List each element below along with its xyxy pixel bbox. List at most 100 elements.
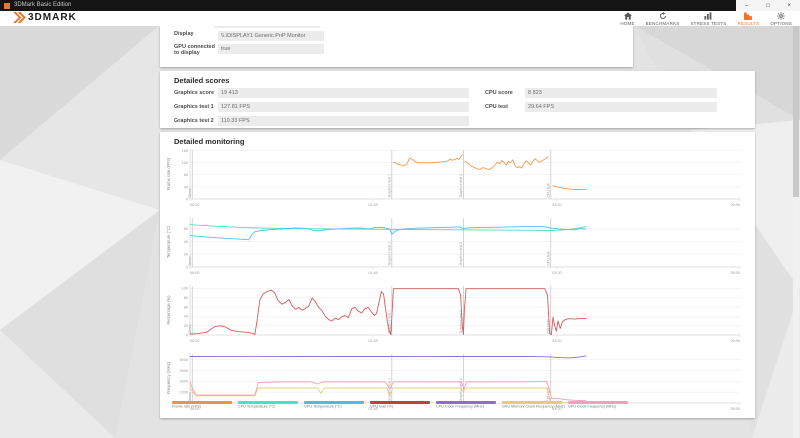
series-frame-rate <box>552 185 587 191</box>
y-axis-label: Frequency (MHz) <box>166 361 171 394</box>
monitor-chart-temperature: Temperature (°C) 60 40 20 0 Demo Graphics test… <box>166 217 744 284</box>
x-tick-label: 00:00 <box>190 339 200 343</box>
refresh-icon <box>659 12 667 20</box>
graphics-test1-field: 127.81 FPS <box>218 102 469 112</box>
nav-label: RESULTS <box>737 21 760 26</box>
y-tick-label: 100 <box>182 287 188 291</box>
app-icon <box>4 2 10 9</box>
legend-item-gpu-memory-clock: GPU Memory Clock Frequency (MHz) <box>502 401 565 411</box>
3dmark-logo: 3DMARK <box>13 12 77 23</box>
nav-item-benchmarks[interactable]: BENCHMARKS <box>646 12 680 26</box>
event-marker-label: Graphics test 1 <box>388 174 392 198</box>
legend-color-bar <box>502 401 562 404</box>
graphics-score-field: 19 413 <box>218 88 469 98</box>
legend-label: GPU Clock Frequency (MHz) <box>568 405 617 409</box>
event-marker-label: CPU test <box>547 183 551 197</box>
x-tick-label: 05:00 <box>730 271 740 275</box>
event-marker-label: Demo <box>188 324 192 333</box>
legend-item-gpu-temperature: GPU Temperature (°C) <box>304 401 366 411</box>
legend-label: Frame rate (FPS) <box>172 405 201 409</box>
maximize-button[interactable]: □ <box>766 2 770 9</box>
nav-item-home[interactable]: HOME <box>620 12 634 26</box>
series-frame-rate <box>393 154 463 166</box>
y-axis-label: Frame rate (FPS) <box>166 157 171 190</box>
clipped-field <box>215 25 320 28</box>
legend-color-bar <box>304 401 364 404</box>
nav-label: HOME <box>620 21 635 26</box>
home-icon <box>623 12 632 20</box>
legend-color-bar <box>172 401 232 404</box>
nav-item-stress-tests[interactable]: STRESS TESTS <box>690 12 726 26</box>
logo-chevron-icon <box>13 12 26 23</box>
y-tick-label: 2000 <box>180 380 188 384</box>
y-tick-label: 160 <box>182 149 188 153</box>
legend-label: GPU Temperature (°C) <box>304 405 342 409</box>
legend-label: GPU Memory Clock Frequency (MHz) <box>502 405 565 409</box>
logo-text: 3DMARK <box>28 12 77 23</box>
score-label: Graphics test 1 <box>174 104 214 110</box>
monitoring-charts: Frame rate (FPS) 160 120 80 40 0 Demo Graphics … <box>166 149 744 421</box>
chart-legend: Frame rate (FPS) CPU Temperature (°C) GP… <box>172 401 630 411</box>
series-gpu-load <box>189 288 587 335</box>
y-tick-label: 1000 <box>180 391 188 395</box>
close-button[interactable]: × <box>787 2 792 9</box>
y-tick-label: 80 <box>184 296 188 300</box>
info-label: GPU connected to display <box>174 44 215 56</box>
score-label: CPU score <box>485 90 513 96</box>
y-tick-label: 20 <box>184 324 188 328</box>
display-value-field: \\.\DISPLAY1 Generic PnP Monitor <box>218 31 324 41</box>
y-axis-label: Temperature (°C) <box>166 225 171 258</box>
cpu-score-field: 8 823 <box>525 88 717 98</box>
minimize-button[interactable]: – <box>744 2 749 9</box>
x-tick-label: 03:20 <box>552 271 562 275</box>
y-tick-label: 0 <box>186 265 188 269</box>
window-title: 3DMark Basic Edition <box>14 2 72 8</box>
event-marker-label: Graphics test 1 <box>388 242 392 266</box>
y-tick-label: 20 <box>184 253 188 257</box>
legend-label: CPU Temperature (°C) <box>238 405 276 409</box>
nav-item-results[interactable]: RESULTS <box>738 12 760 26</box>
event-marker-label: Graphics test 2 <box>459 242 463 266</box>
y-tick-label: 4000 <box>180 358 188 362</box>
cpu-test-field: 29.64 FPS <box>525 102 717 112</box>
series-cpu-clock <box>189 355 587 359</box>
legend-label: CPU Clock Frequency (MHz) <box>436 405 484 409</box>
x-tick-label: 05:00 <box>730 339 740 343</box>
y-tick-label: 40 <box>184 185 188 189</box>
y-tick-label: 40 <box>184 315 188 319</box>
nav-item-options[interactable]: OPTIONS <box>770 12 792 26</box>
scores-title: Detailed scores <box>174 76 230 85</box>
x-tick-label: 01:40 <box>368 339 378 343</box>
legend-color-bar <box>370 401 430 404</box>
x-tick-label: 01:40 <box>368 203 378 207</box>
x-tick-label: 05:00 <box>730 203 740 207</box>
event-marker-label: Graphics test 1 <box>388 310 392 334</box>
score-label: Graphics score <box>174 90 215 96</box>
legend-item-cpu-clock: CPU Clock Frequency (MHz) <box>436 401 498 411</box>
bar-chart-icon <box>744 12 753 20</box>
legend-item-frame-rate: Frame rate (FPS) <box>172 401 234 411</box>
scores-right-column: CPU score 8 823 CPU test 29.64 FPS <box>485 88 717 116</box>
series-gpu-clock <box>189 380 587 402</box>
nav-label: OPTIONS <box>770 21 792 26</box>
window-controls: – □ × <box>736 0 800 11</box>
event-marker-label: CPU test <box>547 319 551 333</box>
x-tick-label: 03:20 <box>552 407 562 411</box>
series-gpu-memory-clock <box>189 387 587 403</box>
info-label: Display <box>174 31 194 37</box>
y-tick-label: 60 <box>184 305 188 309</box>
event-marker-label: Graphics test 2 <box>459 174 463 198</box>
monitoring-title: Detailed monitoring <box>174 137 245 146</box>
vertical-scrollbar[interactable] <box>793 25 799 438</box>
legend-item-gpu-clock: GPU Clock Frequency (MHz) <box>568 401 630 411</box>
window-titlebar: 3DMark Basic Edition <box>0 0 800 11</box>
y-tick-label: 60 <box>184 227 188 231</box>
series-cpu-temperature <box>189 224 587 231</box>
y-tick-label: 0 <box>186 333 188 337</box>
legend-color-bar <box>436 401 496 404</box>
main-nav: HOME BENCHMARKS STRESS TESTS RESULTS <box>620 12 792 26</box>
scrollbar-thumb[interactable] <box>793 25 799 197</box>
